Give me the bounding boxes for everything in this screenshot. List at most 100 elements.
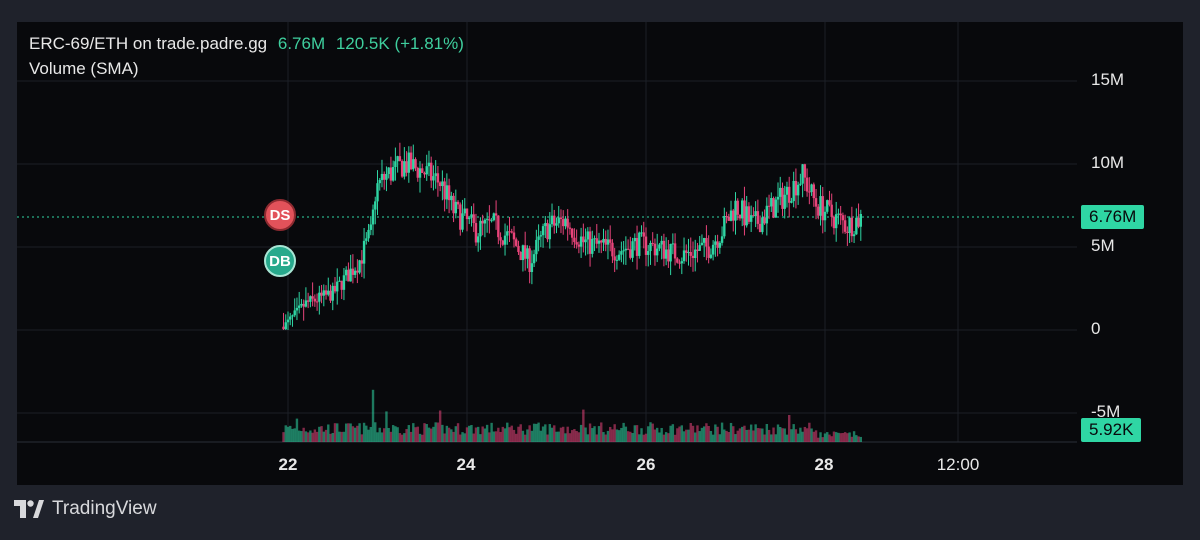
- candle-body: [468, 217, 471, 220]
- candle-body: [322, 290, 325, 296]
- candle-body: [396, 156, 399, 162]
- candle-body: [732, 210, 735, 221]
- candle-body: [454, 201, 458, 214]
- volume-bar: [617, 430, 621, 442]
- volume-bar: [678, 426, 681, 442]
- volume-bar: [302, 427, 305, 442]
- candle-body: [812, 184, 816, 199]
- volume-bar: [743, 425, 746, 442]
- candle-body: [604, 238, 607, 245]
- candle-body: [707, 246, 710, 258]
- volume-bar: [808, 422, 811, 442]
- candle-body: [805, 177, 809, 192]
- candle-body: [559, 217, 563, 220]
- volume-bar: [752, 430, 755, 442]
- volume-bar: [709, 430, 713, 442]
- candle-body: [837, 213, 840, 215]
- candle-body: [528, 248, 531, 273]
- candle-body: [539, 235, 543, 237]
- candle-body: [821, 196, 824, 221]
- x-tick-1200: 12:00: [936, 455, 980, 474]
- volume-legend: Volume (SMA): [29, 59, 139, 78]
- volume-bar: [369, 426, 372, 442]
- candle-body: [318, 292, 321, 302]
- candle-body: [642, 232, 645, 237]
- candle-body: [629, 249, 632, 258]
- candle-body: [568, 227, 572, 229]
- candle-body: [758, 223, 762, 233]
- volume-bar: [293, 428, 296, 442]
- chart-panel[interactable]: ERC-69/ETH on trade.padre.gg 6.76M 120.5…: [17, 22, 1183, 485]
- volume-bar: [705, 423, 708, 442]
- candle-body: [741, 200, 744, 219]
- candle-body: [745, 206, 748, 226]
- volume-bar: [472, 433, 475, 442]
- candle-body: [774, 199, 777, 218]
- candle-body: [653, 243, 657, 256]
- volume-bar: [476, 426, 480, 442]
- volume-bar: [837, 432, 840, 442]
- volume-bar: [568, 433, 572, 442]
- dev-buy-marker[interactable]: DB: [264, 245, 296, 277]
- tradingview-logo-icon: [14, 500, 44, 518]
- volume-bar: [414, 427, 417, 442]
- volume-bar: [626, 431, 630, 442]
- volume-bar: [452, 431, 455, 442]
- volume-bar: [765, 423, 769, 442]
- volume-bar: [600, 422, 603, 442]
- volume-bar: [512, 429, 516, 442]
- volume-bar: [841, 432, 845, 442]
- volume-bar: [604, 434, 607, 442]
- volume-bar: [530, 430, 534, 442]
- candle-body: [295, 307, 299, 311]
- candle-body: [613, 256, 616, 261]
- volume-bar: [463, 433, 466, 442]
- volume-bar: [528, 425, 531, 442]
- candle-body: [358, 260, 361, 273]
- volume-bar: [635, 425, 639, 442]
- candle-body: [302, 303, 305, 307]
- volume-bar: [360, 434, 364, 442]
- candle-body: [313, 298, 317, 302]
- volume-bar: [613, 424, 616, 442]
- candle-body: [409, 152, 413, 170]
- candle-body: [615, 259, 619, 261]
- candle-body: [470, 214, 473, 218]
- candle-body: [447, 185, 451, 201]
- volume-bar: [306, 432, 310, 442]
- candle-body: [832, 216, 836, 229]
- volume-bar: [633, 425, 637, 442]
- volume-bar: [456, 423, 460, 442]
- volume-bar: [792, 424, 795, 442]
- volume-bar: [358, 423, 361, 442]
- candle-body: [436, 173, 440, 183]
- volume-bar: [602, 432, 605, 442]
- candle-body: [432, 176, 435, 181]
- candle-body: [756, 211, 760, 224]
- candle-body: [492, 213, 496, 221]
- tradingview-branding[interactable]: TradingView: [14, 498, 157, 520]
- candle-body: [600, 240, 603, 243]
- candle-body: [416, 167, 419, 178]
- volume-bar: [669, 425, 672, 442]
- candle-body: [421, 168, 424, 173]
- volume-bar: [848, 432, 851, 442]
- candle-body: [577, 244, 581, 247]
- candle-body: [506, 231, 509, 236]
- volume-bar: [367, 429, 370, 442]
- dev-sell-marker[interactable]: DS: [264, 199, 296, 231]
- candle-body: [579, 236, 583, 247]
- candle-body: [490, 220, 493, 222]
- candle-body: [385, 173, 388, 180]
- candle-body: [696, 249, 699, 251]
- candle-body: [452, 195, 455, 214]
- volume-bar: [324, 429, 328, 442]
- candlestick-chart[interactable]: [17, 22, 1183, 485]
- volume-bar: [550, 427, 554, 442]
- volume-bar: [624, 426, 628, 442]
- volume-bar: [741, 426, 744, 442]
- volume-bar: [707, 425, 710, 442]
- candle-body: [367, 229, 370, 239]
- volume-bar: [788, 415, 791, 442]
- candle-body: [727, 216, 730, 221]
